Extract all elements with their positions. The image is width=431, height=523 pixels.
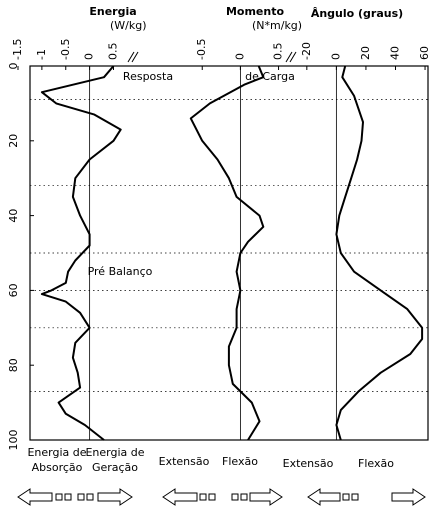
percent-tick-label: 100 [7,430,20,451]
value-tick-label: -1 [35,49,48,60]
direction-arrows [17,488,426,506]
value-tick-label: 0 [83,53,96,60]
percent-tick-label: 20 [7,134,20,148]
curve [335,65,424,441]
direction-label: Extensão [283,457,334,470]
direction-label: Geração [92,461,138,474]
annotation: de Carga [245,70,295,83]
value-tick-label: 40 [388,46,401,60]
axis-unit: (N*m/kg) [252,19,302,32]
axis-breaks [127,51,297,63]
percent-tick-label: 0 [7,63,20,70]
value-tick-label: -1.5 [11,39,24,60]
curve [189,65,265,441]
value-tick-label: 0 [233,53,246,60]
direction-label: Flexão [222,455,258,468]
chart-title: Momento [226,5,285,18]
chart-title: Energia [89,5,136,18]
value-tick-label: 0.5 [107,43,120,60]
direction-label: Energia de [85,446,144,459]
direction-label: Energia de [27,446,86,459]
value-tick-label: 0.5 [272,43,285,61]
direction-label: Flexão [358,457,394,470]
axis-unit: (W/kg) [110,19,147,32]
value-tick-label: -0.5 [195,39,208,60]
percent-tick-label: 80 [7,358,20,372]
value-tick-label: -0.5 [59,39,72,60]
percent-tick-label: 60 [7,283,20,297]
value-tick-label: 0 [329,53,342,60]
direction-label: Extensão [159,455,210,468]
value-tick-label: 20 [359,46,372,60]
curve [40,65,122,441]
direction-label: Absorção [32,461,83,474]
annotation: Resposta [123,70,173,83]
value-tick-label: 60 [418,46,431,60]
percent-tick-label: 40 [7,209,20,223]
chart-title: Ângulo (graus) [311,7,403,20]
value-tick-label: -20 [300,42,313,60]
annotation: Pré Balanço [88,265,153,278]
